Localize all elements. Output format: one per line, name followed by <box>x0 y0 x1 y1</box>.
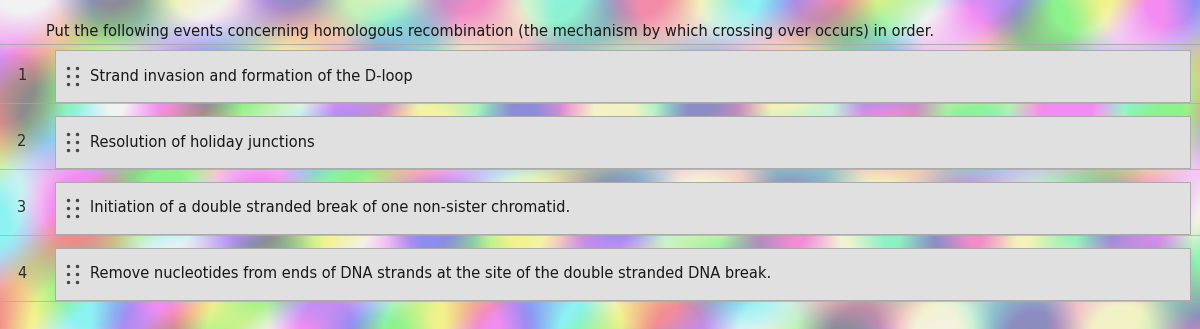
Text: Put the following events concerning homologous recombination (the mechanism by w: Put the following events concerning homo… <box>46 24 934 39</box>
FancyBboxPatch shape <box>55 50 1190 102</box>
FancyBboxPatch shape <box>55 182 1190 234</box>
Text: Remove nucleotides from ends of DNA strands at the site of the double stranded D: Remove nucleotides from ends of DNA stra… <box>90 266 772 282</box>
FancyBboxPatch shape <box>55 116 1190 168</box>
Text: 4: 4 <box>17 266 26 282</box>
Text: Initiation of a double stranded break of one non-sister chromatid.: Initiation of a double stranded break of… <box>90 200 570 215</box>
Text: 3: 3 <box>18 200 26 215</box>
FancyBboxPatch shape <box>55 248 1190 300</box>
Text: Strand invasion and formation of the D-loop: Strand invasion and formation of the D-l… <box>90 68 413 84</box>
Text: Resolution of holiday junctions: Resolution of holiday junctions <box>90 135 314 149</box>
Text: 1: 1 <box>17 68 26 84</box>
Text: 2: 2 <box>17 135 26 149</box>
